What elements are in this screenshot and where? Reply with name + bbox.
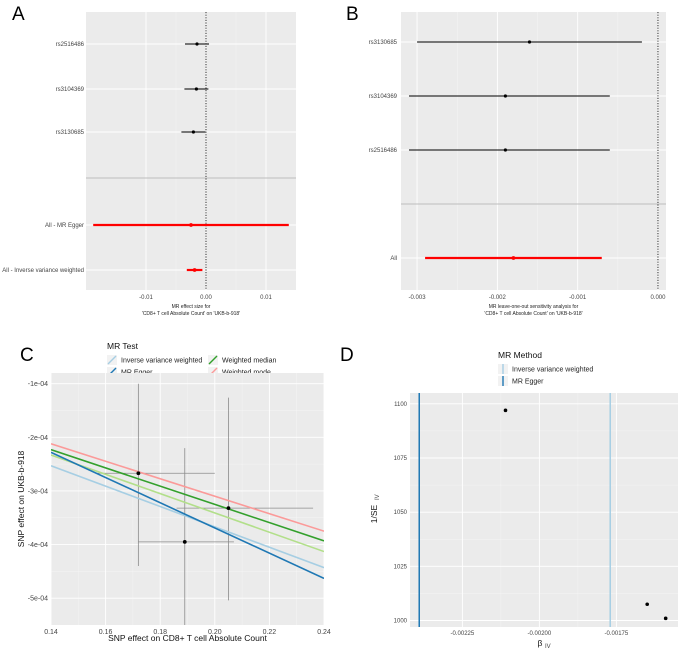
y-tick-label: -4e-04 <box>28 542 48 549</box>
regression-line <box>51 443 324 532</box>
y-axis-title: 1/SE <box>369 504 379 523</box>
plot-background <box>410 393 678 627</box>
x-tick-label: -0.001 <box>569 295 587 301</box>
legend-key-line <box>107 355 117 365</box>
x-tick-label: 0.22 <box>263 629 277 636</box>
y-tick-label: 1100 <box>394 402 408 408</box>
panel-label-c: C <box>20 345 34 366</box>
regression-line <box>51 448 324 542</box>
y-tick-label: 1025 <box>394 564 408 570</box>
snp-point <box>182 539 187 544</box>
snp-estimate-point <box>503 148 507 152</box>
panel-label-b: B <box>346 4 359 25</box>
plot-background <box>86 12 296 290</box>
row-label: All - Inverse variance weighted <box>2 268 84 274</box>
plot-background <box>401 12 666 290</box>
x-tick-label: 0.000 <box>650 295 666 301</box>
x-axis-title-subscript: IV <box>545 644 551 650</box>
row-label: All <box>390 256 397 262</box>
x-tick-label: 0.18 <box>153 629 167 636</box>
legend-title: MR Test <box>107 341 139 351</box>
plot-area <box>51 383 324 625</box>
snp-point <box>136 471 141 476</box>
snp-estimate-point <box>194 87 198 91</box>
snp-point <box>226 506 231 511</box>
x-tick-label: 0.24 <box>317 629 331 636</box>
y-tick-label: -3e-04 <box>28 488 48 495</box>
regression-line <box>51 451 324 580</box>
legend-item-label: MR Egger <box>512 379 544 386</box>
x-axis-title-line2: 'CD8+ T cell Absolute Count' on 'UKB-b-9… <box>142 311 240 317</box>
x-axis-title: β <box>538 638 543 648</box>
x-tick-label: 0.01 <box>260 295 272 301</box>
y-tick-label: 1000 <box>394 619 408 625</box>
snp-point <box>645 602 649 607</box>
x-tick-label: -0.00200 <box>528 631 552 637</box>
snp-estimate-point <box>503 94 507 98</box>
regression-line <box>51 454 324 553</box>
x-tick-label: -0.01 <box>139 295 153 301</box>
legend-item-label: Inverse variance weighted <box>121 358 202 365</box>
chart-d-funnel-plot: MR Method Inverse variance weighted MR Egg… <box>369 350 678 650</box>
row-label: rs2516486 <box>369 148 398 154</box>
y-tick-label: 1075 <box>394 456 408 462</box>
x-tick-label: -0.00175 <box>605 631 629 637</box>
snp-point <box>503 408 508 413</box>
summary-estimate-point <box>192 268 197 272</box>
panel-label-d: D <box>340 345 354 366</box>
row-label: rs3104369 <box>369 94 398 100</box>
snp-point <box>663 616 668 621</box>
x-tick-label: -0.00225 <box>451 631 475 637</box>
x-axis-title-line1: MR effect size for <box>172 304 211 310</box>
x-tick-label: -0.003 <box>409 295 427 301</box>
y-axis-title: SNP effect on UKB-b-918 <box>16 450 26 547</box>
x-tick-label: 0.20 <box>208 629 222 636</box>
y-axis-title-subscript: IV <box>375 494 381 500</box>
x-tick-label: -0.002 <box>489 295 507 301</box>
chart-a-forest-plot: -0.01 0.00 0.01 rs2516486 rs3104369 rs3130685… <box>2 12 296 317</box>
panel-label-a: A <box>12 4 25 25</box>
row-label: rs3130685 <box>56 130 85 136</box>
legend-item-label: Weighted median <box>222 358 276 365</box>
snp-estimate-point <box>527 40 532 44</box>
y-axis-title-group: 1/SE IV <box>369 494 381 523</box>
regression-line <box>51 465 324 569</box>
y-tick-label: -2e-04 <box>28 435 48 442</box>
snp-estimate-point <box>195 42 199 46</box>
x-tick-label: 0.14 <box>44 629 58 636</box>
row-label: rs3104369 <box>56 87 85 93</box>
summary-estimate-point <box>189 223 193 227</box>
x-axis-title: SNP effect on CD8+ T cell Absolute Count <box>108 633 267 643</box>
row-label: All - MR Egger <box>45 223 84 229</box>
x-tick-label: 0.16 <box>99 629 113 636</box>
legend-key-line <box>208 355 218 365</box>
snp-estimate-point <box>191 130 195 134</box>
x-tick-label: 0.00 <box>200 295 212 301</box>
legend-item-label: Inverse variance weighted <box>512 367 593 374</box>
chart-b-leave-one-out-plot: -0.003 -0.002 -0.001 0.000 rs3130685 rs310436… <box>369 12 666 317</box>
summary-estimate-point <box>511 256 516 260</box>
row-label: rs3130685 <box>369 40 398 46</box>
x-axis-title-line1: MR leave-one-out sensitivity analysis fo… <box>489 304 579 310</box>
legend-title: MR Method <box>498 350 542 360</box>
chart-c-scatter-plot: MR Test Inverse variance weighted Weighted… <box>16 341 331 643</box>
x-axis-title-line2: 'CD8+ T cell Absolute Count' on 'UKB-b-9… <box>484 311 582 317</box>
row-label: rs2516486 <box>56 42 85 48</box>
y-tick-label: 1050 <box>394 510 408 516</box>
y-tick-label: -5e-04 <box>28 596 48 603</box>
y-tick-label: -1e-04 <box>28 381 48 388</box>
